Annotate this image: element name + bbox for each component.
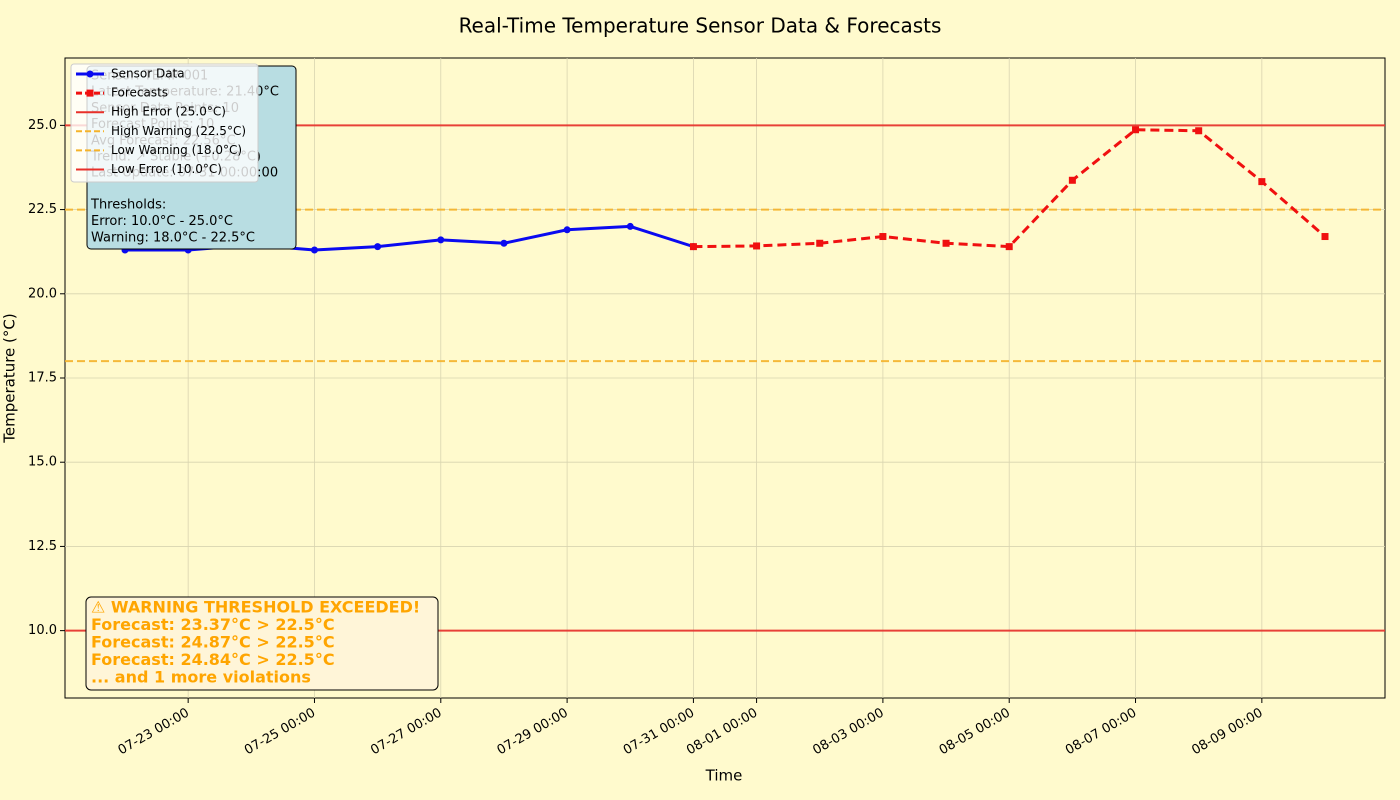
- point: [689, 243, 697, 251]
- info-text: Warning: 18.0°C - 22.5°C: [91, 231, 255, 246]
- point: [563, 226, 571, 234]
- warning-box: [85, 596, 439, 691]
- legend-label: Low Warning (18.0°C): [111, 143, 242, 157]
- warning-text: Forecast: 23.37°C > 22.5°C: [91, 615, 335, 634]
- info-text: Error: 10.0°C - 25.0°C: [91, 214, 233, 229]
- y-tick-label: 12.5: [28, 539, 57, 554]
- point: [942, 239, 950, 247]
- point: [1005, 243, 1013, 251]
- info-text: Thresholds:: [90, 198, 166, 213]
- point: [1321, 233, 1329, 241]
- point: [374, 243, 382, 251]
- warning-text: ... and 1 more violations: [91, 668, 311, 687]
- point: [879, 233, 887, 241]
- point: [310, 246, 318, 254]
- point: [1258, 178, 1266, 186]
- point: [626, 222, 634, 230]
- chart-title: Real-Time Temperature Sensor Data & Fore…: [459, 14, 942, 38]
- warning-text: Forecast: 24.84°C > 22.5°C: [91, 650, 335, 669]
- warning-text: ⚠ WARNING THRESHOLD EXCEEDED!: [91, 598, 420, 617]
- y-tick-label: 17.5: [28, 371, 57, 386]
- y-tick-label: 20.0: [28, 286, 57, 301]
- legend-label: High Error (25.0°C): [111, 105, 226, 119]
- point: [437, 236, 445, 244]
- legend-marker: [86, 70, 94, 78]
- y-tick-label: 25.0: [28, 118, 57, 133]
- point: [816, 239, 824, 247]
- point: [500, 239, 508, 247]
- y-tick-label: 15.0: [28, 455, 57, 470]
- point: [1195, 127, 1203, 135]
- legend-label: Sensor Data: [111, 67, 185, 81]
- warning-text: Forecast: 24.87°C > 22.5°C: [91, 633, 335, 652]
- y-axis-label: Temperature (°C): [1, 313, 19, 443]
- point: [753, 242, 761, 250]
- legend-marker: [86, 89, 94, 97]
- y-tick-label: 10.0: [28, 623, 57, 638]
- legend-box: [70, 63, 259, 183]
- legend-label: High Warning (22.5°C): [111, 124, 246, 138]
- point: [1068, 176, 1076, 184]
- legend-label: Low Error (10.0°C): [111, 162, 222, 176]
- y-tick-label: 22.5: [28, 202, 57, 217]
- legend-label: Forecasts: [111, 86, 168, 100]
- x-axis-label: Time: [705, 767, 743, 785]
- point: [1132, 126, 1140, 134]
